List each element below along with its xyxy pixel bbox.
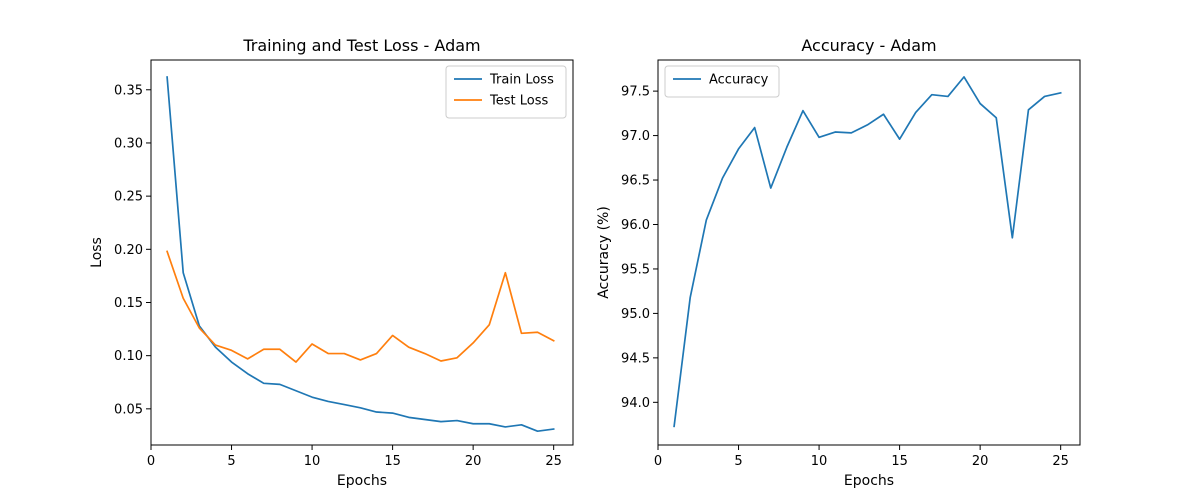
y-tick-label: 0.35 <box>114 83 143 98</box>
x-tick-label: 25 <box>545 454 562 469</box>
legend: Train Loss Test Loss <box>445 65 567 119</box>
series-line-1 <box>673 76 1062 428</box>
y-tick-label: 97.0 <box>621 129 650 144</box>
legend-label-2: Test Loss <box>489 94 548 109</box>
y-tick-label: 0.30 <box>114 136 143 151</box>
legend: Accuracy <box>664 65 780 98</box>
plot-area-frame <box>150 59 574 446</box>
x-tick-label: 15 <box>891 454 908 469</box>
y-tick-label: 0.20 <box>114 243 143 258</box>
x-tick-label: 5 <box>734 454 742 469</box>
x-tick-label: 10 <box>304 454 321 469</box>
y-tick-label: 0.10 <box>114 349 143 364</box>
x-tick-label: 5 <box>227 454 235 469</box>
y-tick-label: 94.0 <box>621 396 650 411</box>
y-tick-label: 94.5 <box>621 351 650 366</box>
plot-area-frame <box>657 59 1081 446</box>
y-tick-label: 96.0 <box>621 218 650 233</box>
x-tick-label: 10 <box>811 454 828 469</box>
y-axis-label: Loss <box>89 237 105 268</box>
y-tick-label: 97.5 <box>621 85 650 100</box>
x-tick-label: 20 <box>465 454 482 469</box>
x-tick-label: 15 <box>384 454 401 469</box>
x-tick-label: 0 <box>654 454 662 469</box>
chart-2: 0 5 10 15 20 25 94.0 94.5 95.0 95.5 96.0 96.5 97.0 97… <box>596 36 1081 489</box>
y-tick-label: 0.05 <box>114 402 143 417</box>
x-tick-label: 25 <box>1052 454 1069 469</box>
x-axis-label: Epochs <box>844 473 894 489</box>
y-tick-label: 95.0 <box>621 307 650 322</box>
y-tick-label: 95.5 <box>621 262 650 277</box>
legend-box <box>664 65 780 98</box>
series-line-2 <box>166 250 555 363</box>
series-line-1 <box>166 76 555 433</box>
chart-1: 0 5 10 15 20 25 0.05 0.10 0.15 0.20 0.25 0.30 0.35 Tr… <box>89 36 574 489</box>
x-axis-label: Epochs <box>337 473 387 489</box>
y-tick-label: 96.5 <box>621 174 650 189</box>
legend-label-1: Train Loss <box>489 73 554 88</box>
y-axis-label: Accuracy (%) <box>596 206 612 299</box>
legend-label-1: Accuracy <box>709 73 769 88</box>
y-tick-label: 0.25 <box>114 190 143 205</box>
x-tick-label: 0 <box>147 454 155 469</box>
x-tick-label: 20 <box>972 454 989 469</box>
chart-title: Training and Test Loss - Adam <box>242 36 480 55</box>
chart-title: Accuracy - Adam <box>801 36 936 55</box>
y-tick-label: 0.15 <box>114 296 143 311</box>
